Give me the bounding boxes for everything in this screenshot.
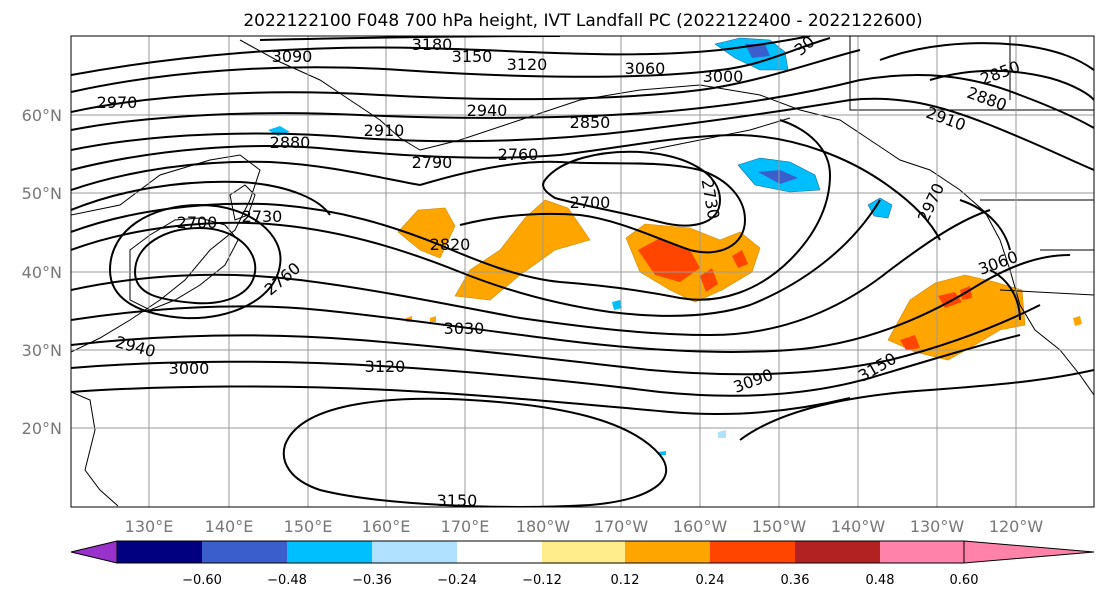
colorbar-swatch	[117, 541, 202, 563]
colorbar-extend-max	[963, 540, 1095, 564]
lon-label: 130°W	[910, 517, 965, 536]
colorbar-swatch	[625, 541, 710, 563]
colorbar-tick: 0.12	[611, 573, 640, 588]
ivt-shading	[268, 37, 1082, 455]
colorbar-tick: −0.36	[352, 573, 392, 588]
colorbar-tick: 0.60	[950, 573, 979, 588]
lon-label: 130°E	[125, 517, 174, 536]
colorbar-tick: −0.48	[267, 573, 307, 588]
lat-label: 60°N	[22, 106, 62, 125]
contour-label: 3150	[437, 491, 478, 510]
contour-label: 3090	[272, 47, 313, 66]
lat-label: 40°N	[22, 263, 62, 282]
contour-label: 3120	[507, 55, 548, 74]
lon-label: 120°W	[989, 517, 1044, 536]
colorbar-swatch	[880, 541, 964, 563]
lon-label: 180°W	[516, 517, 571, 536]
colorbar-swatch	[457, 541, 542, 563]
contour-label: 2940	[467, 101, 508, 120]
lon-label: 170°W	[594, 517, 649, 536]
contour-label: 2880	[270, 133, 311, 152]
contour-label: 2760	[498, 145, 539, 164]
contour-label: 2700	[177, 213, 218, 232]
colorbar-tick: −0.12	[522, 573, 562, 588]
height-contours	[71, 36, 1094, 507]
contour-label: 2850	[570, 113, 611, 132]
lon-label: 140°E	[205, 517, 254, 536]
colorbar: −0.60 −0.48 −0.36 −0.24 −0.12 0.12 0.24 …	[70, 540, 1095, 588]
colorbar-swatch	[372, 541, 457, 563]
contour-label: 2700	[570, 193, 611, 212]
lon-label: 170°E	[441, 517, 490, 536]
lon-label: 150°W	[752, 517, 807, 536]
contour-label: 3120	[365, 357, 406, 376]
contour-label: 3150	[452, 47, 493, 66]
contour-label: 3030	[444, 319, 485, 338]
colorbar-extend-min	[70, 540, 118, 564]
contour-label: 3180	[412, 35, 453, 54]
colorbar-tick: 0.48	[866, 573, 895, 588]
contour-label: 2730	[242, 207, 283, 226]
colorbar-tick: 0.36	[781, 573, 810, 588]
colorbar-tick: −0.60	[182, 573, 222, 588]
map-frame	[70, 35, 1095, 508]
lat-label: 50°N	[22, 184, 62, 203]
map-title: 2022122100 F048 700 hPa height, IVT Land…	[243, 11, 922, 31]
lon-label: 140°W	[831, 517, 886, 536]
contour-label: 3000	[703, 67, 744, 86]
latitude-labels: 60°N 50°N 40°N 30°N 20°N	[22, 106, 62, 438]
colorbar-swatch	[710, 541, 795, 563]
lat-label: 30°N	[22, 341, 62, 360]
map-area: 3180 3150 3120 3060 3000 3090 2970 2910 …	[71, 35, 1094, 510]
contour-label: 3000	[169, 359, 210, 378]
colorbar-swatch	[542, 541, 625, 563]
contour-label: 2820	[430, 235, 471, 254]
contour-label: 3060	[625, 59, 666, 78]
contour-label: 2970	[97, 93, 138, 112]
contour-label: 2790	[412, 153, 453, 172]
colorbar-swatch	[795, 541, 880, 563]
lon-label: 150°E	[284, 517, 333, 536]
lon-label: 160°E	[362, 517, 411, 536]
colorbar-swatch	[287, 541, 372, 563]
colorbar-tick: −0.24	[437, 573, 477, 588]
longitude-labels: 130°E 140°E 150°E 160°E 170°E 180°W 170°…	[125, 517, 1044, 536]
contour-label: 2910	[364, 121, 405, 140]
colorbar-tick: 0.24	[696, 573, 725, 588]
colorbar-swatch	[202, 541, 287, 563]
lat-label: 20°N	[22, 419, 62, 438]
lon-label: 160°W	[673, 517, 728, 536]
